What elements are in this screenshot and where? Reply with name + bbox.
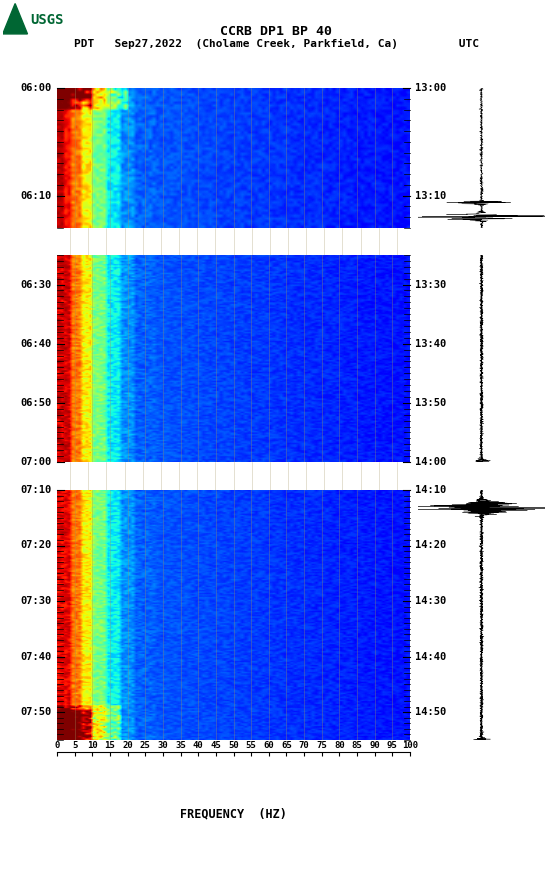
Text: 13:10: 13:10 (415, 191, 447, 201)
Text: 07:40: 07:40 (20, 652, 52, 662)
Text: 13:30: 13:30 (415, 280, 447, 289)
Text: 06:50: 06:50 (20, 397, 52, 408)
Text: 14:50: 14:50 (415, 707, 447, 717)
Text: 07:50: 07:50 (20, 707, 52, 717)
Text: 07:00: 07:00 (20, 457, 52, 467)
Text: 07:20: 07:20 (20, 540, 52, 550)
Text: 06:30: 06:30 (20, 280, 52, 289)
Text: 13:50: 13:50 (415, 397, 447, 408)
Text: 14:40: 14:40 (415, 652, 447, 662)
Text: CCRB DP1 BP 40: CCRB DP1 BP 40 (220, 25, 332, 38)
Polygon shape (3, 4, 28, 34)
Text: 14:00: 14:00 (415, 457, 447, 467)
Text: 06:10: 06:10 (20, 191, 52, 201)
Text: 14:30: 14:30 (415, 596, 447, 606)
Text: 13:00: 13:00 (415, 83, 447, 93)
Text: 07:30: 07:30 (20, 596, 52, 606)
Text: FREQUENCY  (HZ): FREQUENCY (HZ) (180, 807, 287, 820)
Text: USGS: USGS (30, 13, 63, 27)
Text: 06:00: 06:00 (20, 83, 52, 93)
Text: 06:40: 06:40 (20, 338, 52, 349)
Text: 14:20: 14:20 (415, 540, 447, 550)
Text: PDT   Sep27,2022  (Cholame Creek, Parkfield, Ca)         UTC: PDT Sep27,2022 (Cholame Creek, Parkfield… (73, 39, 479, 49)
Text: 13:40: 13:40 (415, 338, 447, 349)
Text: 14:10: 14:10 (415, 485, 447, 495)
Text: 07:10: 07:10 (20, 485, 52, 495)
